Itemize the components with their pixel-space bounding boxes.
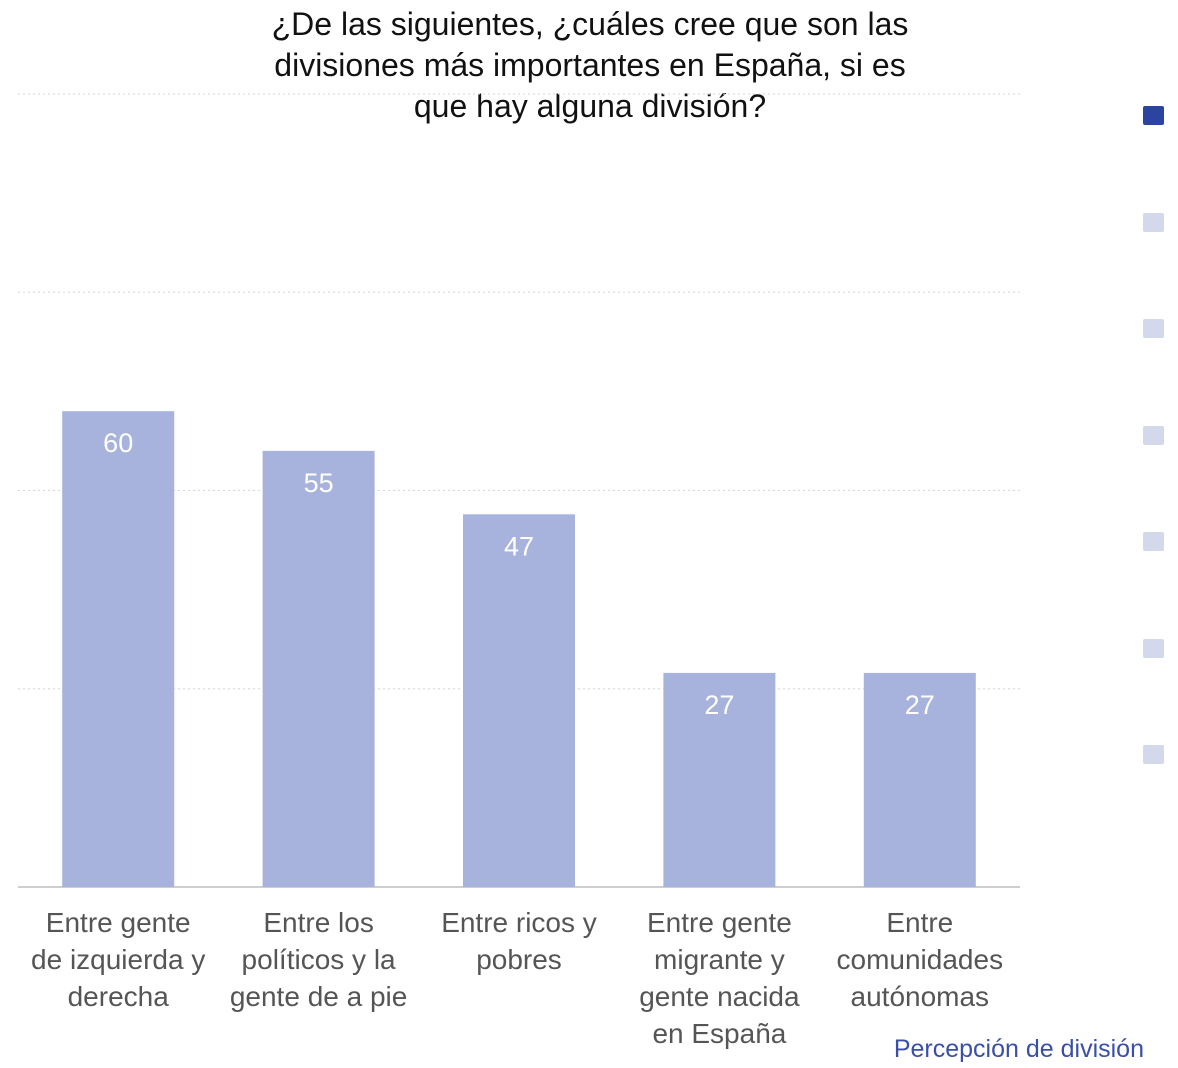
legend-label[interactable]: Percepción de división bbox=[893, 1035, 1144, 1063]
category-label-line: pobres bbox=[476, 944, 562, 975]
category-label-line: Entre los bbox=[263, 907, 374, 938]
category-label: Entre comunidades autónomas bbox=[837, 907, 1004, 1012]
category-label-line: comunidades bbox=[837, 944, 1004, 975]
bar bbox=[663, 672, 776, 887]
category-labels: Entre gente de izquierda y derecha Entre lo… bbox=[31, 907, 1003, 1049]
bar-value-label: 47 bbox=[504, 531, 534, 561]
chart-title-line: divisiones más importantes en España, si… bbox=[274, 47, 906, 83]
category-label: Entre los políticos y la gente de a pie bbox=[230, 907, 408, 1012]
category-label-line: en España bbox=[652, 1018, 786, 1049]
bar-value-label: 27 bbox=[704, 690, 734, 720]
category-label-line: gente nacida bbox=[639, 981, 800, 1012]
legend-swatch[interactable] bbox=[1143, 745, 1164, 764]
category-label-line: Entre gente bbox=[46, 907, 191, 938]
category-label-line: Entre gente bbox=[647, 907, 792, 938]
category-label: Entre gente migrante y gente nacida en Espa… bbox=[639, 907, 800, 1049]
category-label-line: autónomas bbox=[851, 981, 990, 1012]
bar bbox=[62, 411, 175, 887]
bar bbox=[463, 514, 575, 887]
legend-swatch[interactable] bbox=[1143, 425, 1164, 445]
category-label-line: de izquierda y bbox=[31, 944, 205, 975]
chart-title-line: ¿De las siguientes, ¿cuáles cree que son… bbox=[271, 6, 909, 42]
bar bbox=[262, 450, 375, 887]
category-label-line: migrante y bbox=[654, 944, 785, 975]
bar-value-label: 55 bbox=[304, 468, 334, 498]
legend-swatch[interactable] bbox=[1143, 532, 1164, 551]
category-label-line: gente de a pie bbox=[230, 981, 408, 1012]
legend-swatch[interactable] bbox=[1143, 319, 1164, 338]
legend-swatch[interactable] bbox=[1143, 638, 1164, 658]
category-label-line: derecha bbox=[68, 981, 170, 1012]
category-label-line: Entre bbox=[886, 907, 953, 938]
bar bbox=[863, 672, 976, 887]
category-label: Entre ricos y pobres bbox=[441, 907, 597, 975]
bars: 60 55 47 27 27 bbox=[62, 411, 976, 887]
category-label-line: Entre ricos y bbox=[441, 907, 597, 938]
legend-swatch[interactable] bbox=[1143, 212, 1164, 232]
chart-title: ¿De las siguientes, ¿cuáles cree que son… bbox=[190, 4, 990, 127]
bar-value-label: 27 bbox=[905, 690, 935, 720]
legend-swatch-active[interactable] bbox=[1143, 106, 1164, 125]
bar-value-label: 60 bbox=[103, 428, 133, 458]
category-label-line: políticos y la bbox=[242, 944, 396, 975]
category-label: Entre gente de izquierda y derecha bbox=[31, 907, 205, 1012]
